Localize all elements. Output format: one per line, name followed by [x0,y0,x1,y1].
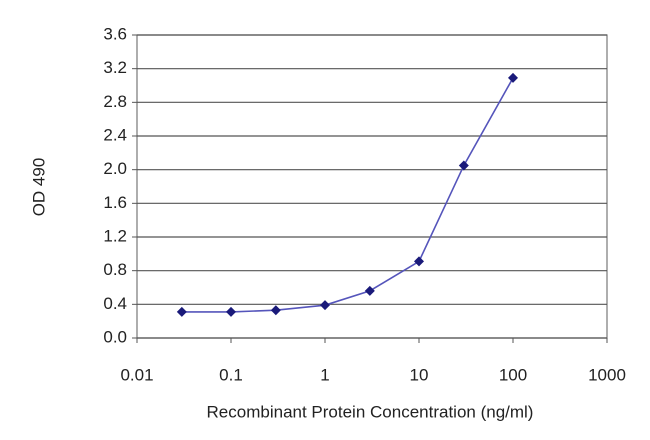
data-line [181,77,514,313]
data-marker [458,160,469,171]
x-axis-label: Recombinant Protein Concentration (ng/ml… [207,402,534,421]
y-axis-label: OD 490 [29,158,48,217]
x-tick-label: 0.01 [120,365,153,384]
y-tick-label: 2.8 [103,92,127,111]
y-tick-label: 1.2 [103,226,127,245]
y-tick-label: 2.4 [103,125,127,144]
y-tick-label: 3.2 [103,58,127,77]
x-tick-label: 0.1 [219,365,243,384]
y-tick-label: 0.4 [103,294,127,313]
x-tick-label: 10 [410,365,429,384]
plot-area [136,34,608,339]
y-tick-label: 2.0 [103,159,127,178]
y-tick-label: 0.0 [103,327,127,346]
data-marker [414,256,424,267]
data-marker [270,305,281,316]
y-tick-label: 0.8 [103,260,127,279]
x-tick-label: 1000 [588,365,626,384]
x-tick-label: 100 [499,365,527,384]
data-marker [364,285,375,296]
data-marker [226,306,236,317]
data-marker [320,300,330,311]
data-marker [176,306,187,317]
data-marker [508,72,518,83]
y-tick-label: 3.6 [103,24,127,43]
y-tick-label: 1.6 [103,193,127,212]
x-tick-label: 1 [320,365,329,384]
